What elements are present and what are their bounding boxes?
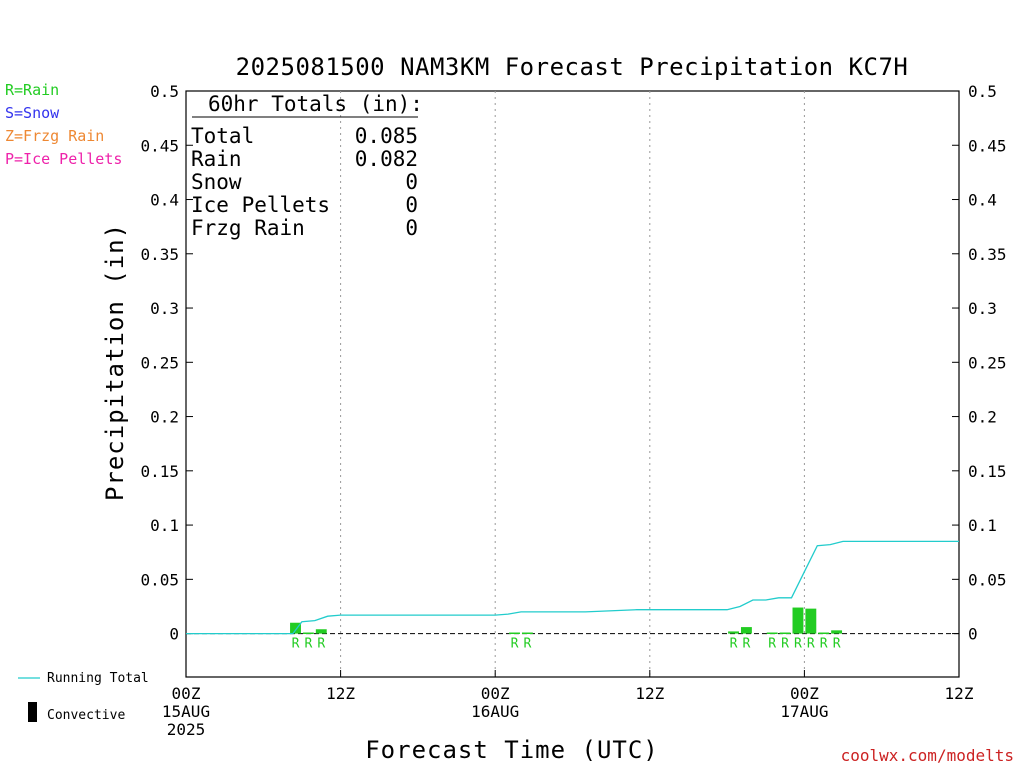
y-tick-label: 0.25 — [140, 353, 179, 372]
y-tick-label-right: 0 — [968, 625, 978, 644]
x-tick-label: 17AUG — [780, 702, 828, 721]
y-tick-label-right: 0.3 — [968, 299, 997, 318]
plot-frame — [185, 90, 960, 678]
totals-label: Ice Pellets — [191, 193, 330, 217]
precip-bar — [315, 629, 327, 634]
y-tick-label-right: 0.45 — [968, 136, 1007, 155]
precip-type-label: R — [820, 637, 828, 652]
totals-value: 0 — [405, 193, 418, 217]
precip-bar — [805, 608, 817, 634]
x-tick-label: 12Z — [945, 684, 974, 703]
running-total-line — [186, 540, 959, 635]
precip-type-label: R — [743, 637, 751, 652]
y-tick-label: 0.45 — [140, 136, 179, 155]
precip-bar — [766, 632, 778, 635]
precip-type-label: R — [523, 637, 531, 652]
series-legend: Running Total Convective — [18, 671, 149, 723]
y-tick-label: 0 — [169, 625, 179, 644]
y-tick-label: 0.1 — [150, 516, 179, 535]
precip-bar — [302, 632, 314, 635]
precip-bar — [792, 607, 804, 634]
precip-type-label: R — [304, 637, 312, 652]
y-tick-label: 0.5 — [150, 82, 179, 101]
y-tick-label-right: 0.2 — [968, 408, 997, 427]
totals-label: Snow — [191, 170, 242, 194]
totals-heading: 60hr Totals (in): — [208, 92, 423, 116]
convective-legend-label: Convective — [47, 708, 125, 723]
convective-legend-swatch — [28, 702, 37, 722]
x-tick-label: 12Z — [635, 684, 664, 703]
x-tick-label: 00Z — [481, 684, 510, 703]
precip-type-label: R — [833, 637, 841, 652]
y-tick-label: 0.3 — [150, 299, 179, 318]
precip-type-label: R — [781, 637, 789, 652]
precip-type-label: R — [794, 637, 802, 652]
precip-bar — [290, 622, 301, 634]
precip-type-label: R — [807, 637, 815, 652]
precip-bar — [779, 632, 791, 635]
precip-bar — [740, 627, 752, 634]
totals-value: 0.085 — [355, 124, 418, 148]
chart-title: 2025081500 NAM3KM Forecast Precipitation… — [236, 53, 909, 81]
running-total-legend-label: Running Total — [47, 671, 149, 686]
x-tick-label: 16AUG — [471, 702, 519, 721]
x-tick-label: 00Z — [172, 684, 201, 703]
y-tick-label-right: 0.5 — [968, 82, 997, 101]
y-axis-title: Precipitation (in) — [101, 223, 129, 501]
x-axis-title: Forecast Time (UTC) — [365, 736, 659, 764]
source-credit: coolwx.com/modelts — [841, 746, 1014, 765]
precip-bar — [818, 632, 830, 635]
precip-bar — [509, 632, 520, 635]
precip-type-legend-item: Z=Frzg Rain — [5, 127, 104, 145]
precip-type-legend-item: S=Snow — [5, 104, 60, 122]
x-tick-label: 15AUG — [162, 702, 210, 721]
y-tick-label: 0.4 — [150, 191, 179, 210]
y-tick-label: 0.15 — [140, 462, 179, 481]
x-tick-label: 00Z — [790, 684, 819, 703]
precip-type-legend-item: R=Rain — [5, 81, 59, 99]
precip-type-label: R — [292, 637, 300, 652]
precip-type-label: R — [511, 637, 519, 652]
y-tick-label-right: 0.35 — [968, 245, 1007, 264]
precip-type-label: R — [768, 637, 776, 652]
totals-value: 0.082 — [355, 147, 418, 171]
totals-label: Rain — [191, 147, 242, 171]
precip-bar — [521, 632, 533, 635]
precip-type-legend: R=Rain S=Snow Z=Frzg Rain P=Ice Pellets — [5, 81, 122, 168]
totals-label: Total — [191, 124, 254, 148]
x-tick-label: 2025 — [167, 720, 206, 739]
y-tick-label-right: 0.25 — [968, 353, 1007, 372]
y-tick-label: 0.05 — [140, 570, 179, 589]
totals-value: 0 — [405, 170, 418, 194]
x-tick-label: 12Z — [326, 684, 355, 703]
precip-type-label: R — [317, 637, 325, 652]
precip-bar — [831, 630, 843, 634]
y-tick-label-right: 0.1 — [968, 516, 997, 535]
y-tick-label: 0.35 — [140, 245, 179, 264]
precip-type-legend-item: P=Ice Pellets — [5, 150, 122, 168]
precip-type-label: R — [730, 637, 738, 652]
precip-bar — [728, 631, 739, 634]
y-tick-label: 0.2 — [150, 408, 179, 427]
plot-area: 0 00.05 0.050.1 0.10.15 0.150.2 0.20.25 0.250.… — [140, 82, 1006, 739]
y-tick-label-right: 0.4 — [968, 191, 997, 210]
y-tick-label-right: 0.05 — [968, 570, 1007, 589]
totals-label: Frzg Rain — [191, 216, 305, 240]
y-tick-label-right: 0.15 — [968, 462, 1007, 481]
totals-value: 0 — [405, 216, 418, 240]
